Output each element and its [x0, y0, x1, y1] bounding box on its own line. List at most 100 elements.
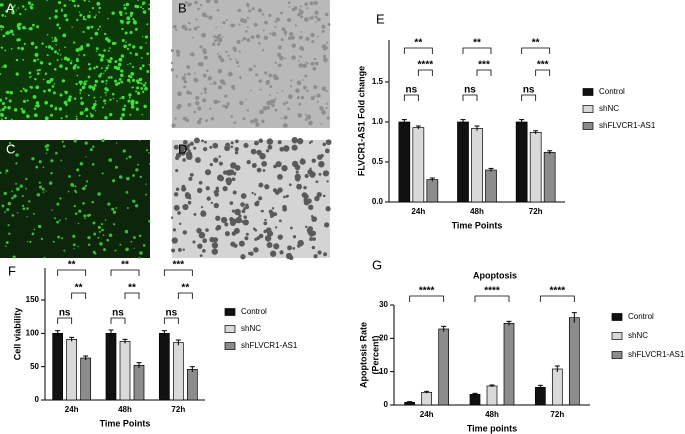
cell — [113, 41, 117, 45]
cell — [245, 98, 247, 101]
error-bar — [175, 339, 181, 346]
cell — [146, 70, 150, 73]
cell — [173, 144, 179, 150]
cell — [291, 55, 296, 60]
cell — [177, 211, 181, 215]
cell — [118, 175, 123, 179]
cell — [181, 24, 187, 30]
cell — [77, 222, 80, 225]
cell — [43, 89, 46, 93]
x-axis-label: Time Points — [452, 220, 503, 230]
cell — [108, 47, 111, 50]
cell — [277, 140, 282, 145]
cell — [77, 245, 79, 248]
cell — [111, 179, 116, 183]
micrograph-c — [0, 140, 150, 258]
cell — [109, 98, 112, 101]
cell — [31, 157, 35, 161]
cell — [98, 230, 101, 233]
cell — [292, 235, 297, 239]
cell — [97, 192, 101, 196]
cell — [319, 106, 324, 111]
cell — [17, 7, 20, 9]
cell — [88, 85, 92, 89]
cell — [271, 31, 277, 37]
cell — [84, 107, 89, 112]
cell — [4, 15, 7, 18]
cell — [187, 102, 192, 107]
legend-label: shNC — [599, 104, 619, 113]
cell — [135, 107, 139, 111]
bar — [438, 328, 450, 406]
cell — [322, 170, 330, 177]
cell — [258, 138, 264, 144]
cell — [245, 205, 250, 209]
cell — [228, 169, 235, 176]
cell — [304, 225, 308, 229]
cell — [84, 18, 87, 21]
cell — [246, 109, 250, 112]
cell — [95, 50, 98, 53]
cell — [115, 207, 118, 209]
cell — [6, 208, 10, 212]
cell — [22, 58, 25, 61]
significance-label: ns — [59, 308, 71, 319]
cell — [131, 78, 136, 82]
cell — [237, 65, 240, 68]
cell — [251, 7, 255, 11]
cell — [280, 11, 284, 15]
cell — [73, 248, 75, 250]
cell — [311, 40, 315, 44]
cell — [79, 88, 83, 92]
cell — [264, 218, 267, 222]
significance-bracket — [110, 317, 126, 324]
cell — [90, 37, 93, 40]
cell — [274, 108, 278, 112]
cell — [185, 118, 190, 123]
cell — [148, 3, 151, 6]
cell — [210, 116, 215, 121]
cell — [185, 192, 192, 199]
cell — [282, 206, 288, 212]
cell — [29, 85, 32, 88]
cell — [11, 10, 14, 13]
cell — [75, 191, 78, 194]
cell — [187, 72, 191, 76]
cell — [130, 12, 133, 15]
cell — [121, 95, 125, 100]
cell — [306, 114, 311, 119]
cell — [5, 245, 7, 248]
cell — [78, 174, 81, 177]
cell — [88, 75, 90, 77]
legend-label: shNC — [241, 324, 261, 333]
cell — [63, 249, 66, 252]
cell — [128, 43, 131, 47]
cell — [134, 52, 138, 56]
cell — [0, 46, 4, 49]
cell — [288, 183, 292, 187]
cell — [238, 214, 242, 218]
error-bar — [506, 320, 512, 326]
cell — [86, 214, 90, 218]
cell — [147, 7, 151, 11]
cell — [175, 168, 179, 173]
cell — [287, 36, 292, 41]
cell — [56, 52, 59, 55]
cell — [295, 170, 299, 174]
significance-label: ns — [464, 85, 476, 96]
cell — [107, 76, 111, 79]
cell — [144, 86, 148, 91]
cell — [294, 24, 297, 27]
x-tick-label: 72h — [171, 405, 185, 414]
cell — [290, 79, 293, 82]
cell — [37, 58, 39, 61]
cell — [103, 72, 105, 75]
cell — [281, 89, 284, 92]
cell — [257, 42, 261, 45]
cell — [126, 16, 131, 21]
cell — [279, 250, 284, 255]
cell — [324, 222, 330, 228]
cell — [123, 4, 126, 7]
cell — [318, 160, 325, 168]
cell — [297, 59, 300, 62]
